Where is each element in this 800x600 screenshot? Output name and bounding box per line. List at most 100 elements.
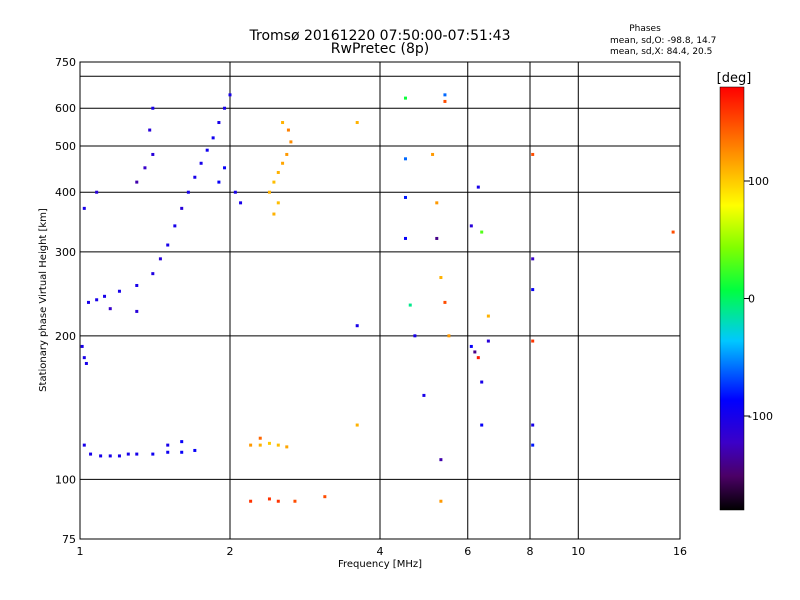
x-tick-label: 16 bbox=[673, 545, 687, 558]
data-point bbox=[293, 499, 297, 503]
data-point bbox=[95, 190, 99, 194]
x-tick-label: 10 bbox=[571, 545, 585, 558]
data-point bbox=[95, 298, 99, 302]
data-point bbox=[447, 334, 451, 338]
data-point bbox=[135, 180, 139, 184]
data-point bbox=[531, 152, 535, 156]
data-point bbox=[435, 201, 439, 205]
data-point bbox=[403, 96, 407, 100]
colorbar-unit: [deg] bbox=[717, 71, 752, 86]
colorbar-tick-label: -100 bbox=[748, 410, 773, 423]
data-point bbox=[117, 454, 121, 458]
stats-o-line: mean, sd,O: -98.8, 14.7 bbox=[610, 36, 716, 46]
data-point bbox=[103, 294, 107, 298]
data-point bbox=[223, 106, 227, 110]
data-point bbox=[435, 236, 439, 240]
data-point bbox=[272, 212, 276, 216]
data-point bbox=[443, 300, 447, 304]
data-point bbox=[403, 195, 407, 199]
data-point bbox=[413, 334, 417, 338]
data-point bbox=[276, 201, 280, 205]
data-point bbox=[443, 93, 447, 97]
data-point bbox=[531, 288, 535, 292]
data-point bbox=[671, 230, 675, 234]
data-point bbox=[86, 300, 90, 304]
data-point bbox=[211, 136, 215, 140]
stats-header: Phases bbox=[629, 24, 661, 34]
data-point bbox=[258, 443, 262, 447]
x-axis-label: Frequency [MHz] bbox=[338, 559, 422, 570]
data-point bbox=[285, 152, 289, 156]
data-point bbox=[151, 152, 155, 156]
colorbar-tick-label: 0 bbox=[748, 293, 755, 306]
data-point bbox=[480, 230, 484, 234]
data-point bbox=[355, 121, 359, 125]
data-point bbox=[82, 356, 86, 360]
data-point bbox=[143, 166, 147, 170]
data-point bbox=[323, 495, 327, 499]
colorbar-tick-label: 100 bbox=[748, 175, 769, 188]
data-point bbox=[223, 166, 227, 170]
y-tick-label: 200 bbox=[55, 330, 76, 343]
data-point bbox=[148, 128, 152, 132]
data-point bbox=[486, 314, 490, 318]
data-point bbox=[531, 339, 535, 343]
data-point bbox=[151, 272, 155, 276]
x-tick-label: 8 bbox=[527, 545, 534, 558]
data-point bbox=[286, 128, 290, 132]
data-point bbox=[289, 140, 293, 144]
data-point bbox=[151, 106, 155, 110]
data-point bbox=[480, 380, 484, 384]
data-point bbox=[166, 243, 170, 247]
y-tick-label: 400 bbox=[55, 186, 76, 199]
data-point bbox=[89, 452, 93, 456]
data-point bbox=[531, 443, 535, 447]
data-point bbox=[186, 190, 190, 194]
data-point bbox=[439, 458, 443, 462]
y-tick-label: 300 bbox=[55, 246, 76, 259]
data-point bbox=[531, 423, 535, 427]
data-point bbox=[431, 152, 435, 156]
x-tick-label: 1 bbox=[77, 545, 84, 558]
x-tick-labels: 1 2 4 6 8 10 16 bbox=[77, 545, 688, 558]
data-point bbox=[355, 423, 359, 427]
data-point bbox=[476, 185, 480, 189]
data-point bbox=[217, 121, 221, 125]
data-point bbox=[249, 443, 253, 447]
data-point bbox=[151, 452, 155, 456]
data-point bbox=[82, 206, 86, 210]
y-tick-labels: 75 100 200 300 400 500 600 750 bbox=[55, 56, 76, 546]
data-point bbox=[439, 276, 443, 280]
data-point bbox=[135, 283, 139, 287]
data-point bbox=[82, 443, 86, 447]
colorbar-ticks: 100 0 -100 bbox=[744, 175, 773, 423]
data-point bbox=[135, 452, 139, 456]
data-point bbox=[439, 499, 443, 503]
stats-x-line: mean, sd,X: 84.4, 20.5 bbox=[610, 47, 712, 57]
data-point bbox=[117, 289, 121, 293]
data-point bbox=[281, 121, 285, 125]
data-point bbox=[217, 180, 221, 184]
data-point bbox=[469, 344, 473, 348]
plot-frame bbox=[79, 61, 681, 540]
data-point bbox=[355, 324, 359, 328]
data-point bbox=[422, 393, 426, 397]
data-point bbox=[249, 499, 253, 503]
data-point bbox=[199, 161, 203, 165]
data-point bbox=[285, 445, 289, 449]
data-point bbox=[173, 224, 177, 228]
data-point bbox=[281, 161, 285, 165]
y-tick-label: 75 bbox=[62, 533, 76, 546]
data-point bbox=[473, 350, 477, 354]
data-point bbox=[99, 454, 103, 458]
chart-subtitle: RwPretec (8p) bbox=[331, 41, 429, 57]
data-point bbox=[180, 206, 184, 210]
x-tick-label: 2 bbox=[227, 545, 234, 558]
data-point bbox=[193, 448, 197, 452]
data-point bbox=[108, 307, 112, 311]
data-points bbox=[80, 93, 675, 503]
data-point bbox=[267, 497, 271, 501]
data-point bbox=[276, 499, 280, 503]
data-point bbox=[166, 450, 170, 454]
data-point bbox=[476, 356, 480, 360]
